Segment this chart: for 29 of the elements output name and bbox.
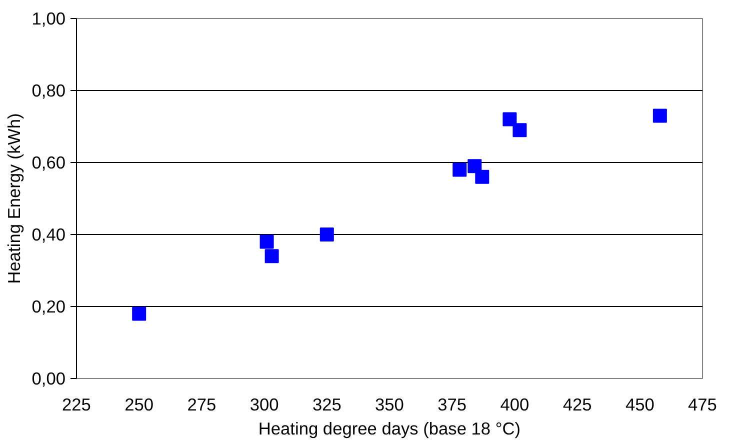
y-tick-label: 1,00 bbox=[32, 8, 66, 28]
x-tick-label: 450 bbox=[625, 394, 654, 414]
y-tick-label: 0,40 bbox=[32, 224, 66, 244]
point bbox=[452, 162, 467, 177]
x-tick-label: 300 bbox=[250, 394, 279, 414]
x-tick-label: 425 bbox=[562, 394, 592, 414]
point bbox=[652, 108, 667, 123]
x-tick-label: 400 bbox=[500, 394, 530, 414]
x-tick-label: 250 bbox=[124, 394, 154, 414]
point bbox=[502, 112, 517, 126]
point bbox=[132, 306, 146, 321]
point bbox=[264, 249, 279, 264]
point bbox=[475, 170, 490, 184]
point bbox=[512, 123, 527, 138]
y-tick-label: 0,00 bbox=[32, 368, 66, 388]
x-tick-label: 325 bbox=[312, 394, 342, 414]
y-tick-label: 0,80 bbox=[32, 80, 66, 100]
point bbox=[260, 234, 274, 249]
x-tick-label: 475 bbox=[688, 394, 717, 414]
x-tick-label: 225 bbox=[62, 394, 91, 414]
x-tick-label: 350 bbox=[375, 394, 404, 414]
point bbox=[468, 159, 482, 174]
point bbox=[320, 228, 334, 242]
y-tick-label: 0,60 bbox=[32, 152, 66, 172]
y-axis-title: Heating Energy (kWh) bbox=[4, 113, 24, 284]
x-axis-title: Heating degree days (base 18 °C) bbox=[258, 418, 521, 438]
x-tick-label: 275 bbox=[187, 394, 216, 414]
x-tick-label: 375 bbox=[438, 394, 467, 414]
y-tick-label: 0,20 bbox=[32, 296, 66, 316]
